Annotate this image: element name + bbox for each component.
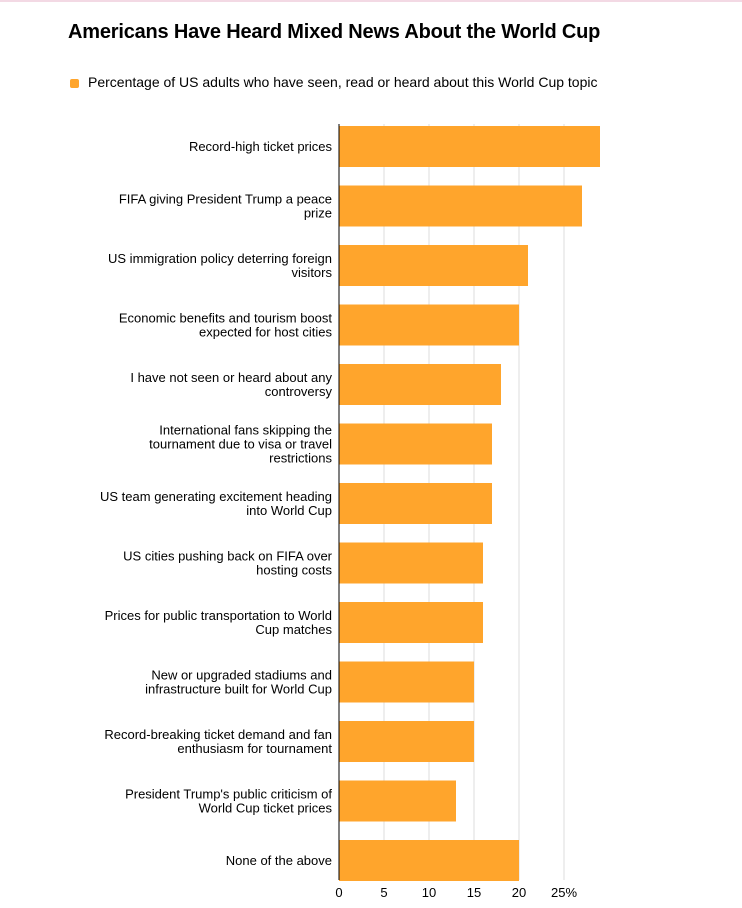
x-tick-label: 5 — [380, 885, 387, 900]
legend-label: Percentage of US adults who have seen, r… — [88, 74, 598, 90]
bar — [339, 840, 519, 881]
bar — [339, 721, 474, 762]
category-label: US team generating excitement heading int… — [100, 489, 332, 518]
x-tick-label: 10 — [422, 885, 436, 900]
category-label: US cities pushing back on FIFA over hosti… — [123, 549, 332, 578]
bar — [339, 126, 600, 167]
category-label-line: US team generating excitement heading — [100, 489, 332, 504]
x-tick-label: 0 — [335, 885, 342, 900]
bar — [339, 304, 519, 346]
category-label-line: expected for host cities — [199, 325, 332, 340]
category-label-line: World Cup ticket prices — [199, 801, 333, 816]
category-label: President Trump's public criticism of Wor… — [125, 787, 332, 816]
category-label-line: prize — [304, 206, 332, 221]
category-label-line: None of the above — [226, 853, 332, 868]
category-label-line: Prices for public transportation to Worl… — [105, 608, 332, 623]
category-label-line: Economic benefits and tourism boost — [119, 311, 333, 326]
category-label: I have not seen or heard about any contro… — [130, 370, 332, 399]
category-label-line: restrictions — [269, 451, 332, 466]
category-label-line: Record-breaking ticket demand and fan — [104, 727, 332, 742]
bar — [339, 423, 492, 465]
category-label-line: infrastructure built for World Cup — [145, 682, 332, 697]
bar — [339, 780, 456, 822]
category-label-line: I have not seen or heard about any — [130, 370, 332, 385]
x-tick-label: 25% — [551, 885, 577, 900]
bar — [339, 483, 492, 524]
chart-title: Americans Have Heard Mixed News About th… — [68, 21, 601, 43]
bar — [339, 185, 582, 227]
category-label: FIFA giving President Trump a peace prize — [119, 192, 332, 221]
category-label-line: US immigration policy deterring foreign — [108, 251, 332, 266]
top-accent-line — [0, 0, 742, 2]
category-label-line: President Trump's public criticism of — [125, 787, 332, 802]
category-label-line: New or upgraded stadiums and — [151, 668, 332, 683]
category-label-line: tournament due to visa or travel — [149, 437, 332, 452]
bar — [339, 602, 483, 643]
bar — [339, 245, 528, 286]
category-label-line: enthusiasm for tournament — [177, 741, 332, 756]
x-tick-label: 20 — [512, 885, 526, 900]
category-label-line: Record-high ticket prices — [189, 139, 333, 154]
category-label: None of the above — [226, 853, 332, 868]
category-label: International fans skipping the tournamen… — [149, 423, 332, 466]
category-label-line: into World Cup — [246, 503, 332, 518]
category-label: New or upgraded stadiums and infrastructu… — [145, 668, 332, 697]
bar — [339, 364, 501, 405]
category-label: Prices for public transportation to Worl… — [105, 608, 333, 637]
x-tick-label: 15 — [467, 885, 481, 900]
category-label-line: visitors — [292, 265, 333, 280]
category-label-line: International fans skipping the — [159, 423, 332, 438]
legend-swatch — [70, 79, 79, 88]
category-label-line: controversy — [265, 384, 333, 399]
bar — [339, 542, 483, 584]
category-label: Record-breaking ticket demand and fan ent… — [104, 727, 332, 756]
category-label-line: Cup matches — [255, 622, 332, 637]
category-label: Economic benefits and tourism boost expec… — [119, 311, 333, 340]
bar — [339, 661, 474, 703]
category-label: Record-high ticket prices — [189, 139, 333, 154]
category-label-line: hosting costs — [256, 563, 332, 578]
category-label-line: US cities pushing back on FIFA over — [123, 549, 332, 564]
category-label: US immigration policy deterring foreign v… — [108, 251, 332, 280]
category-label-line: FIFA giving President Trump a peace — [119, 192, 332, 207]
